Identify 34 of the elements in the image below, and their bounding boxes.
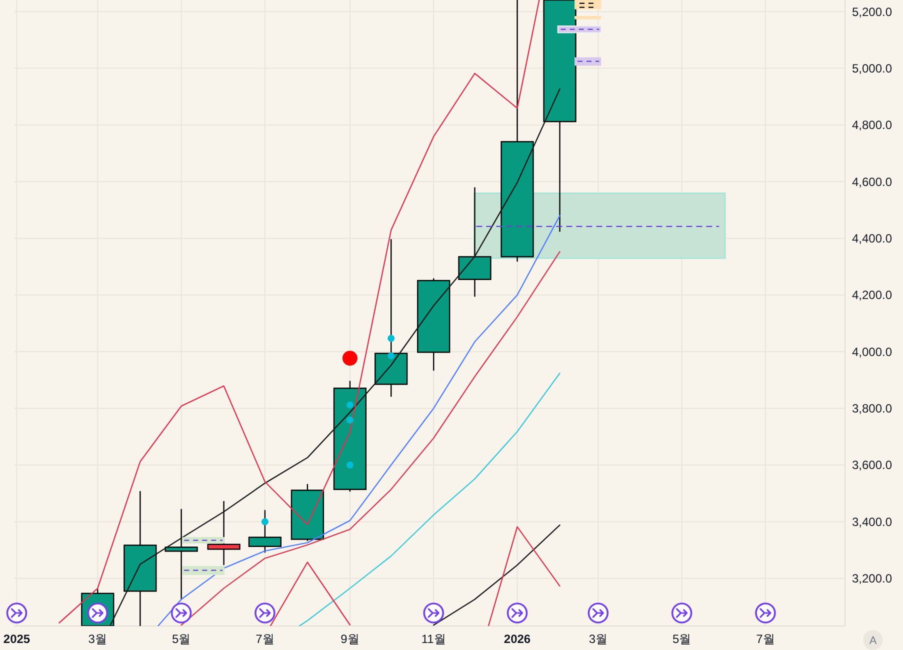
point — [388, 352, 395, 360]
x-tick-label: 7월 — [756, 632, 775, 646]
y-tick-label: 3,400.0 — [852, 514, 892, 529]
y-tick-label: 4,200.0 — [852, 288, 892, 302]
x-tick-label: 5월 — [672, 632, 692, 646]
y-tick-label: 3,200.0 — [852, 572, 892, 586]
line-series — [58, 0, 540, 624]
y-tick-label: 4,000.0 — [852, 344, 892, 359]
text: A — [869, 634, 878, 647]
y-tick-label: 4,800.0 — [852, 118, 892, 132]
x-tick-label: 9월 — [340, 632, 360, 646]
y-tick-label: 5,000.0 — [852, 61, 892, 76]
x-tick-label: 3월 — [88, 632, 107, 646]
x-tick-label: 2025 — [3, 632, 30, 646]
x-tick-label: 2026 — [504, 632, 531, 646]
line-series — [433, 524, 560, 626]
y-tick-label: 4,400.0 — [852, 232, 892, 246]
point — [346, 462, 354, 469]
y-tick-label: 4,600.0 — [852, 174, 892, 189]
point — [346, 416, 354, 424]
x-tick-label: 11월 — [421, 632, 446, 646]
candlestick — [207, 500, 240, 566]
x-tick-label: 5월 — [172, 632, 191, 646]
x-tick-label: 3월 — [588, 632, 608, 646]
y-tick-label: 3,800.0 — [852, 402, 892, 416]
point — [342, 350, 358, 366]
line-series — [298, 372, 560, 626]
candlestick — [164, 508, 198, 601]
y-tick-label: 5,200.0 — [852, 4, 892, 19]
y-tick-label: 3,600.0 — [852, 458, 892, 472]
point — [261, 518, 268, 526]
x-tick-label: 7월 — [256, 632, 274, 646]
point — [346, 401, 354, 408]
point — [388, 334, 395, 342]
